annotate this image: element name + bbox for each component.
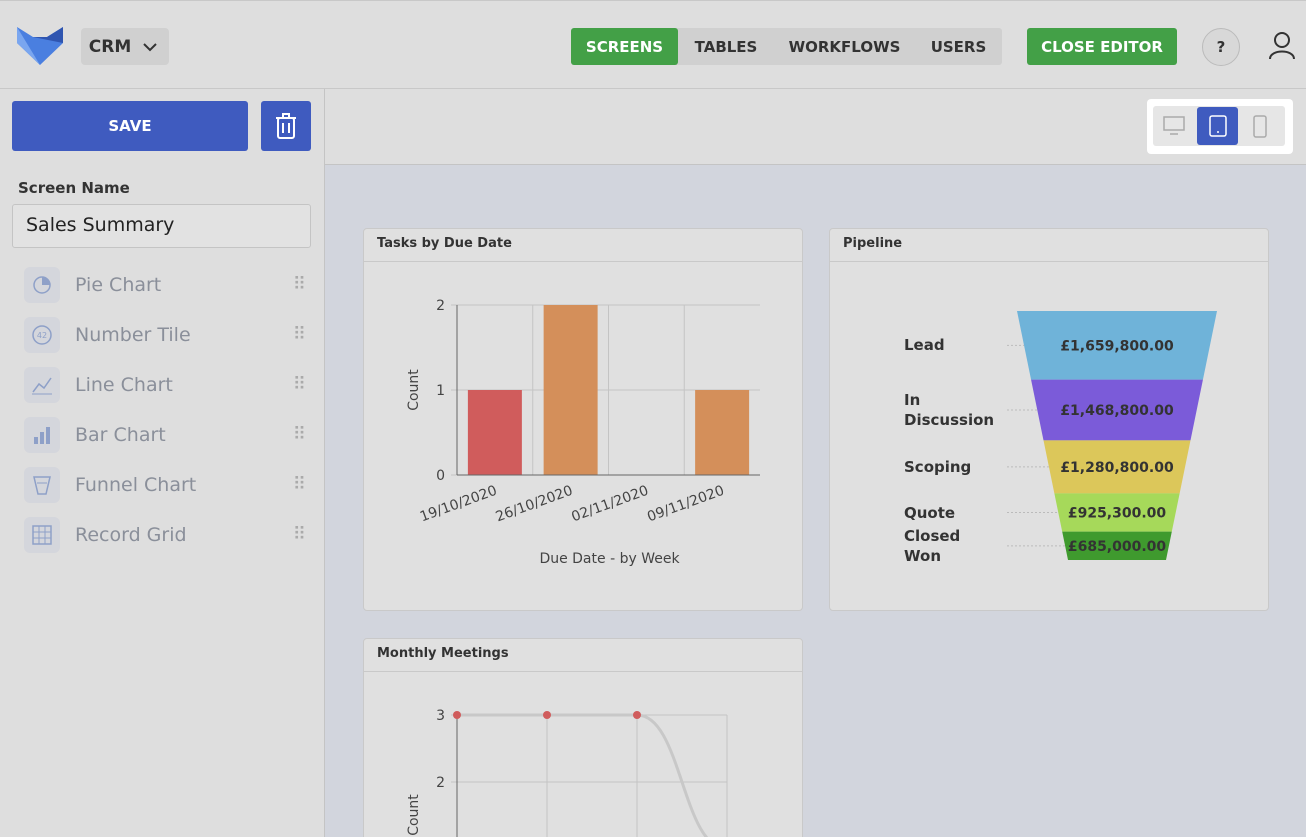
- delete-button[interactable]: [261, 101, 311, 151]
- desktop-icon[interactable]: [1163, 115, 1185, 137]
- funnel-label: Lead: [904, 336, 945, 355]
- component-item[interactable]: Funnel Chart ⠿: [24, 467, 306, 503]
- toolbar: [325, 89, 1306, 165]
- component-name: Pie Chart: [75, 274, 162, 296]
- component-icon: [24, 467, 60, 503]
- component-name: Bar Chart: [75, 424, 166, 446]
- svg-text:42: 42: [37, 331, 47, 340]
- screen-name-input[interactable]: Sales Summary: [12, 204, 311, 248]
- bar: [543, 305, 598, 475]
- panel-title: Tasks by Due Date: [377, 236, 512, 251]
- component-name: Number Tile: [75, 324, 191, 346]
- funnel-label: Scoping: [904, 457, 972, 476]
- help-button[interactable]: ?: [1202, 28, 1240, 66]
- y-tick-label: 0: [436, 468, 445, 484]
- component-item[interactable]: Line Chart ⠿: [24, 367, 306, 403]
- phone-icon[interactable]: [1252, 115, 1268, 139]
- nav: SCREENS TABLES WORKFLOWS USERS: [571, 28, 1002, 65]
- x-tick-label: 19/10/2020: [418, 483, 499, 526]
- panel-title: Monthly Meetings: [377, 646, 509, 661]
- bar: [467, 390, 522, 475]
- component-name: Line Chart: [75, 374, 173, 396]
- marker: [633, 711, 641, 719]
- header: CRM SCREENS TABLES WORKFLOWS USERS CLOSE…: [0, 0, 1306, 89]
- x-tick-label: 26/10/2020: [494, 483, 575, 526]
- value-label: £685,000.00: [1068, 539, 1167, 555]
- funnel-segment: [1043, 440, 1191, 494]
- y-axis-label: Count: [406, 369, 422, 411]
- y-axis-label: Count: [406, 794, 422, 836]
- user-icon[interactable]: [1268, 31, 1296, 61]
- logo: [17, 27, 63, 65]
- component-name: Record Grid: [75, 524, 187, 546]
- app-selector[interactable]: CRM: [81, 28, 169, 65]
- component-icon: [24, 417, 60, 453]
- value-label: £1,659,800.00: [1060, 338, 1174, 354]
- funnel-label: Quote: [904, 503, 956, 522]
- device-toggle: [1147, 99, 1293, 154]
- nav-tab[interactable]: SCREENS: [571, 28, 678, 65]
- y-tick-label: 2: [436, 775, 445, 791]
- x-tick-label: 09/11/2020: [645, 483, 726, 526]
- value-label: £1,468,800.00: [1060, 403, 1174, 419]
- component-item[interactable]: Bar Chart ⠿: [24, 417, 306, 453]
- chevron: [143, 42, 157, 51]
- tablet-button[interactable]: [1197, 107, 1238, 145]
- funnel-segment: [1054, 493, 1180, 532]
- component-name: Funnel Chart: [75, 474, 197, 496]
- component-icon: [24, 367, 60, 403]
- component-item[interactable]: Record Grid ⠿: [24, 517, 306, 553]
- tablet-icon: [1209, 115, 1227, 137]
- chart-panel: Monthly Meetings: [363, 638, 803, 837]
- y-tick-label: 1: [436, 383, 445, 399]
- component-icon: [24, 517, 60, 553]
- value-label: £1,280,800.00: [1060, 460, 1174, 476]
- y-tick-label: 3: [436, 708, 445, 724]
- nav-tab[interactable]: WORKFLOWS: [788, 37, 901, 56]
- funnel-segment: [1062, 531, 1172, 560]
- save-button[interactable]: SAVE: [12, 101, 248, 151]
- field-label: Screen Name: [18, 179, 130, 197]
- bar: [695, 390, 750, 475]
- funnel-segment: [1017, 311, 1217, 380]
- close-editor-button[interactable]: CLOSE EDITOR: [1027, 28, 1177, 65]
- sidebar: SAVE Screen Name Sales Summary Pie Chart…: [0, 89, 325, 837]
- component-item[interactable]: 42 Number Tile ⠿: [24, 317, 306, 353]
- trash-icon: [276, 113, 296, 139]
- funnel-label: Closed Won: [904, 526, 961, 565]
- x-tick-label: 02/11/2020: [569, 483, 650, 526]
- component-icon: [24, 267, 60, 303]
- x-axis-label: Due Date - by Week: [539, 551, 680, 567]
- marker: [543, 711, 551, 719]
- marker: [453, 711, 461, 719]
- panel-title: Pipeline: [843, 236, 903, 251]
- nav-tab[interactable]: TABLES: [694, 37, 758, 56]
- value-label: £925,300.00: [1068, 506, 1167, 522]
- component-item[interactable]: Pie Chart ⠿: [24, 267, 306, 303]
- y-tick-label: 2: [436, 298, 445, 314]
- component-icon: 42: [24, 317, 60, 353]
- line: [457, 713, 709, 837]
- funnel-segment: [1031, 379, 1203, 441]
- app-name: CRM: [88, 36, 132, 57]
- funnel-label: In Discussion: [904, 391, 995, 430]
- nav-tab[interactable]: USERS: [930, 37, 987, 56]
